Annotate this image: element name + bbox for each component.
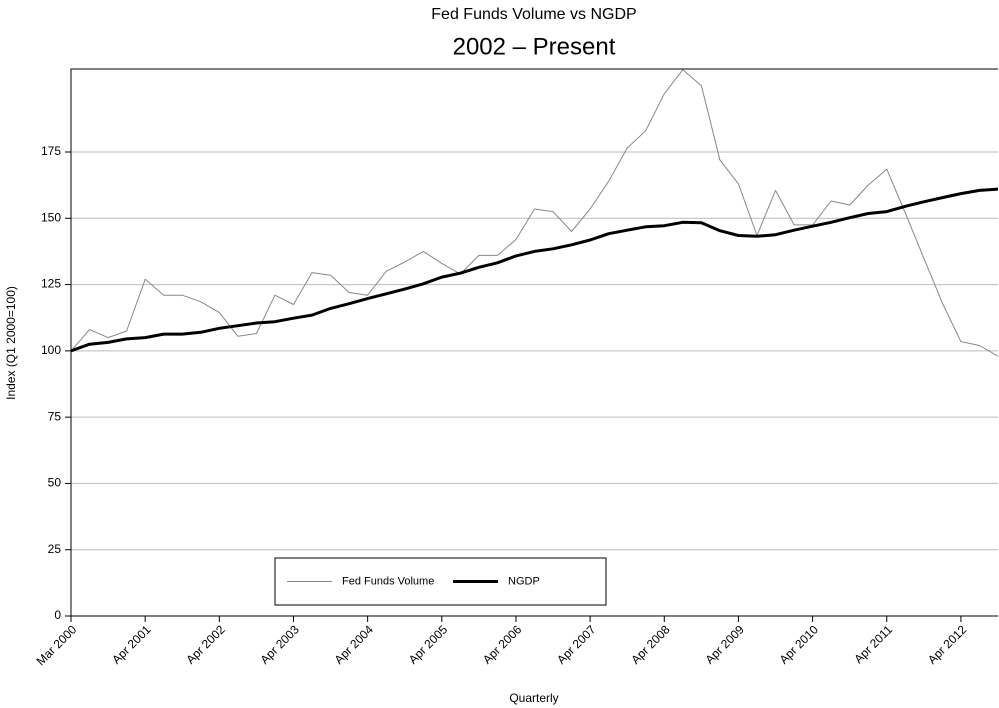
x-tick-label: Apr 2010 — [777, 622, 822, 667]
x-tick-label: Apr 2012 — [925, 622, 970, 667]
x-axis-label: Quarterly — [509, 691, 558, 705]
chart-subtitle: 2002 – Present — [453, 33, 616, 60]
y-tick-label: 125 — [41, 277, 61, 291]
x-tick-label: Apr 2008 — [628, 622, 673, 667]
y-axis-label: Index (Q1 2000=100) — [4, 286, 18, 400]
x-tick-label: Apr 2004 — [332, 622, 377, 667]
y-tick-label: 50 — [48, 476, 62, 490]
x-tick-label: Apr 2006 — [480, 622, 525, 667]
y-tick-label: 25 — [48, 542, 62, 556]
y-tick-label: 75 — [48, 409, 62, 423]
series-line — [70, 69, 999, 357]
y-tick-label: 175 — [41, 144, 61, 158]
plot-frame — [70, 68, 998, 617]
x-tick-label: Apr 2011 — [851, 622, 895, 666]
x-tick-label: Apr 2005 — [406, 622, 451, 667]
y-tick-label: 150 — [41, 210, 61, 224]
chart-title: Fed Funds Volume vs NGDP — [431, 6, 636, 23]
x-tick-label: Apr 2009 — [702, 622, 747, 667]
x-tick-label: Mar 2000 — [34, 622, 80, 668]
y-tick-label: 0 — [54, 608, 61, 622]
legend-label: Fed Funds Volume — [342, 575, 434, 587]
x-tick-label: Apr 2003 — [258, 622, 303, 667]
x-tick-label: Apr 2007 — [554, 622, 599, 667]
x-tick-label: Apr 2001 — [109, 622, 154, 667]
x-tick-label: Apr 2002 — [183, 622, 228, 667]
legend-label: NGDP — [508, 575, 540, 587]
y-tick-label: 100 — [41, 343, 61, 357]
series-line — [70, 187, 999, 353]
